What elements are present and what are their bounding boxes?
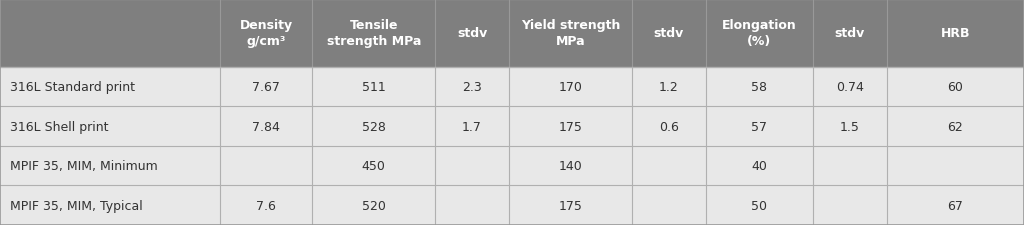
Bar	[0, 0, 1024, 68]
Text: 62: 62	[947, 120, 964, 133]
Text: 0.6: 0.6	[658, 120, 679, 133]
Text: 520: 520	[361, 199, 386, 212]
Text: 7.67: 7.67	[252, 81, 281, 94]
Bar	[0, 68, 1024, 225]
Text: 175: 175	[558, 120, 583, 133]
Text: 1.5: 1.5	[840, 120, 860, 133]
Text: 60: 60	[947, 81, 964, 94]
Text: 316L Shell print: 316L Shell print	[10, 120, 109, 133]
Text: stdv: stdv	[457, 27, 487, 40]
Text: 450: 450	[361, 160, 386, 172]
Text: HRB: HRB	[941, 27, 970, 40]
Text: 40: 40	[752, 160, 767, 172]
Text: 58: 58	[752, 81, 767, 94]
Text: 140: 140	[558, 160, 583, 172]
Text: MPIF 35, MIM, Typical: MPIF 35, MIM, Typical	[10, 199, 143, 212]
Text: MPIF 35, MIM, Minimum: MPIF 35, MIM, Minimum	[10, 160, 158, 172]
Text: 2.3: 2.3	[462, 81, 482, 94]
Text: 1.7: 1.7	[462, 120, 482, 133]
Text: 170: 170	[558, 81, 583, 94]
Text: 1.2: 1.2	[658, 81, 679, 94]
Text: 7.84: 7.84	[252, 120, 281, 133]
Text: 0.74: 0.74	[836, 81, 864, 94]
Text: stdv: stdv	[835, 27, 865, 40]
Text: Density
g/cm³: Density g/cm³	[240, 19, 293, 48]
Text: Tensile
strength MPa: Tensile strength MPa	[327, 19, 421, 48]
Text: 67: 67	[947, 199, 964, 212]
Text: 7.6: 7.6	[256, 199, 276, 212]
Text: 175: 175	[558, 199, 583, 212]
Text: 511: 511	[361, 81, 386, 94]
Text: Elongation
(%): Elongation (%)	[722, 19, 797, 48]
Text: stdv: stdv	[653, 27, 684, 40]
Text: 57: 57	[752, 120, 767, 133]
Text: 528: 528	[361, 120, 386, 133]
Text: 50: 50	[752, 199, 767, 212]
Text: Yield strength
MPa: Yield strength MPa	[520, 19, 621, 48]
Text: 316L Standard print: 316L Standard print	[10, 81, 135, 94]
